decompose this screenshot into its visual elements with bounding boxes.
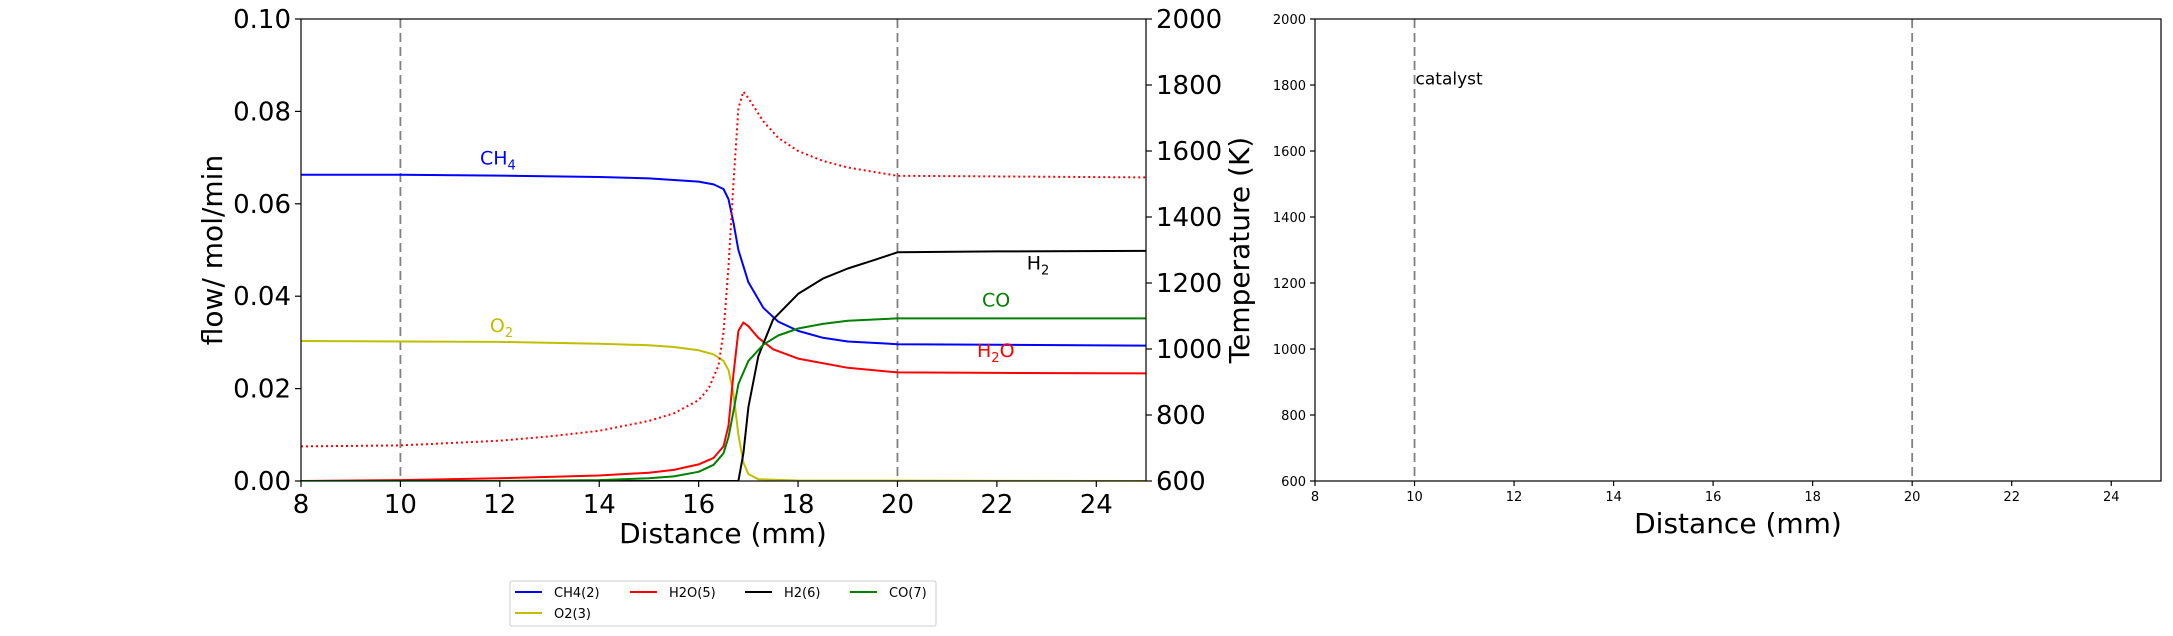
- label-co: CO: [982, 289, 1010, 311]
- right-x-tick-label: 24: [2103, 490, 2120, 505]
- legend-entry-co-7: CO(7): [889, 586, 927, 601]
- series-h2-6: [301, 249, 1146, 481]
- right-x-tick-label: 14: [1605, 490, 1622, 505]
- x-tick-label: 12: [483, 490, 516, 520]
- catalyst-boundary-lines: [399, 19, 899, 481]
- y-tick-label: 0.04: [233, 282, 291, 312]
- right-plot-frame: [1314, 18, 2162, 482]
- y2-tick-label: 1600: [1156, 137, 1222, 167]
- right-y-ticks: 600 800 1000 1200 1400 1600 1800 2000: [1273, 13, 1315, 490]
- right-y-tick-label: 1800: [1273, 79, 1306, 94]
- legend-entry-ch4-2: CH4(2): [554, 586, 600, 601]
- y2-tick-label: 2000: [1156, 5, 1222, 35]
- right-x-tick-label: 18: [1804, 490, 1821, 505]
- legend-entry-h2-6: H2(6): [784, 586, 820, 601]
- x-tick-label: 14: [583, 490, 616, 520]
- x-tick-label: 22: [980, 490, 1013, 520]
- right-y-tick-label: 1000: [1273, 343, 1306, 358]
- y2-tick-label: 1800: [1156, 71, 1222, 101]
- series-co-7: [301, 317, 1146, 481]
- right-y-tick-label: 1200: [1273, 277, 1306, 292]
- x-tick-label: 20: [881, 490, 914, 520]
- left-y2-ticks: 600 800 1000 1200 1400 1600 1800 2000: [1146, 5, 1222, 497]
- left-plot-frame: [300, 18, 1147, 482]
- x-tick-label: 16: [682, 490, 715, 520]
- y-tick-label: 0.00: [233, 467, 291, 497]
- right-x-tick-label: 16: [1705, 490, 1722, 505]
- series-h2o-5: [301, 321, 1146, 481]
- y-tick-label: 0.10: [233, 5, 291, 35]
- right-y-tick-label: 2000: [1273, 13, 1306, 28]
- y-tick-label: 0.02: [233, 375, 291, 405]
- series-o2-3: [301, 340, 1146, 481]
- x-tick-label: 8: [293, 490, 310, 520]
- right-x-tick-label: 12: [1506, 490, 1523, 505]
- right-y-tick-label: 1600: [1273, 145, 1306, 160]
- series-ch4-2: [301, 173, 1146, 347]
- right-boundary-lines: [1413, 19, 1914, 481]
- y2-tick-label: 600: [1156, 467, 1206, 497]
- left-x-axis-label: Distance (mm): [619, 517, 827, 550]
- x-tick-label: 10: [384, 490, 417, 520]
- series-t-temperature: [301, 90, 1146, 448]
- right-chart: 8 10 12 14 16 18 20 22 24 600 800 1000 1200 1400 1600…: [1273, 13, 2162, 540]
- x-tick-label: 24: [1080, 490, 1113, 520]
- right-x-ticks: 8 10 12 14 16 18 20 22 24: [1311, 481, 2120, 505]
- right-y-tick-label: 800: [1281, 409, 1306, 424]
- left-y-ticks: 0.00 0.02 0.04 0.06 0.08 0.10: [233, 5, 301, 497]
- label-o2: O2: [490, 315, 513, 341]
- right-y-tick-label: 600: [1281, 475, 1306, 490]
- label-h2: H2: [1027, 252, 1050, 278]
- y-tick-label: 0.06: [233, 190, 291, 220]
- legend-entry-o2-3: O2(3): [554, 607, 591, 622]
- legend-box: [509, 580, 937, 627]
- y-tick-label: 0.08: [233, 97, 291, 127]
- right-y-tick-label: 1400: [1273, 211, 1306, 226]
- legend-entry-h2o-5: H2O(5): [669, 586, 716, 601]
- x-tick-label: 18: [782, 490, 815, 520]
- y2-tick-label: 1000: [1156, 335, 1222, 365]
- left-x-ticks: 8 10 12 14 16 18 20 22 24: [293, 481, 1113, 520]
- catalyst-annotation: catalyst: [1416, 69, 1483, 89]
- right-x-tick-label: 22: [2003, 490, 2020, 505]
- right-x-axis-label: Distance (mm): [1634, 507, 1842, 540]
- left-y-axis-label: flow/ mol/min: [196, 155, 229, 345]
- right-x-tick-label: 8: [1311, 490, 1319, 505]
- legend: CH4(2) H2O(5) H2(6) CO(7) O2(3): [509, 580, 937, 627]
- y2-tick-label: 800: [1156, 401, 1206, 431]
- left-y2-axis-label: Temperature (K): [1223, 137, 1256, 364]
- left-series-group: [301, 90, 1146, 481]
- label-ch4: CH4: [480, 148, 516, 174]
- right-x-tick-label: 10: [1406, 490, 1423, 505]
- right-x-tick-label: 20: [1904, 490, 1921, 505]
- y2-tick-label: 1400: [1156, 203, 1222, 233]
- y2-tick-label: 1200: [1156, 269, 1222, 299]
- left-chart: 8 10 12 14 16 18 20 22 24 0.000.020.040.060.080.…: [196, 5, 1256, 550]
